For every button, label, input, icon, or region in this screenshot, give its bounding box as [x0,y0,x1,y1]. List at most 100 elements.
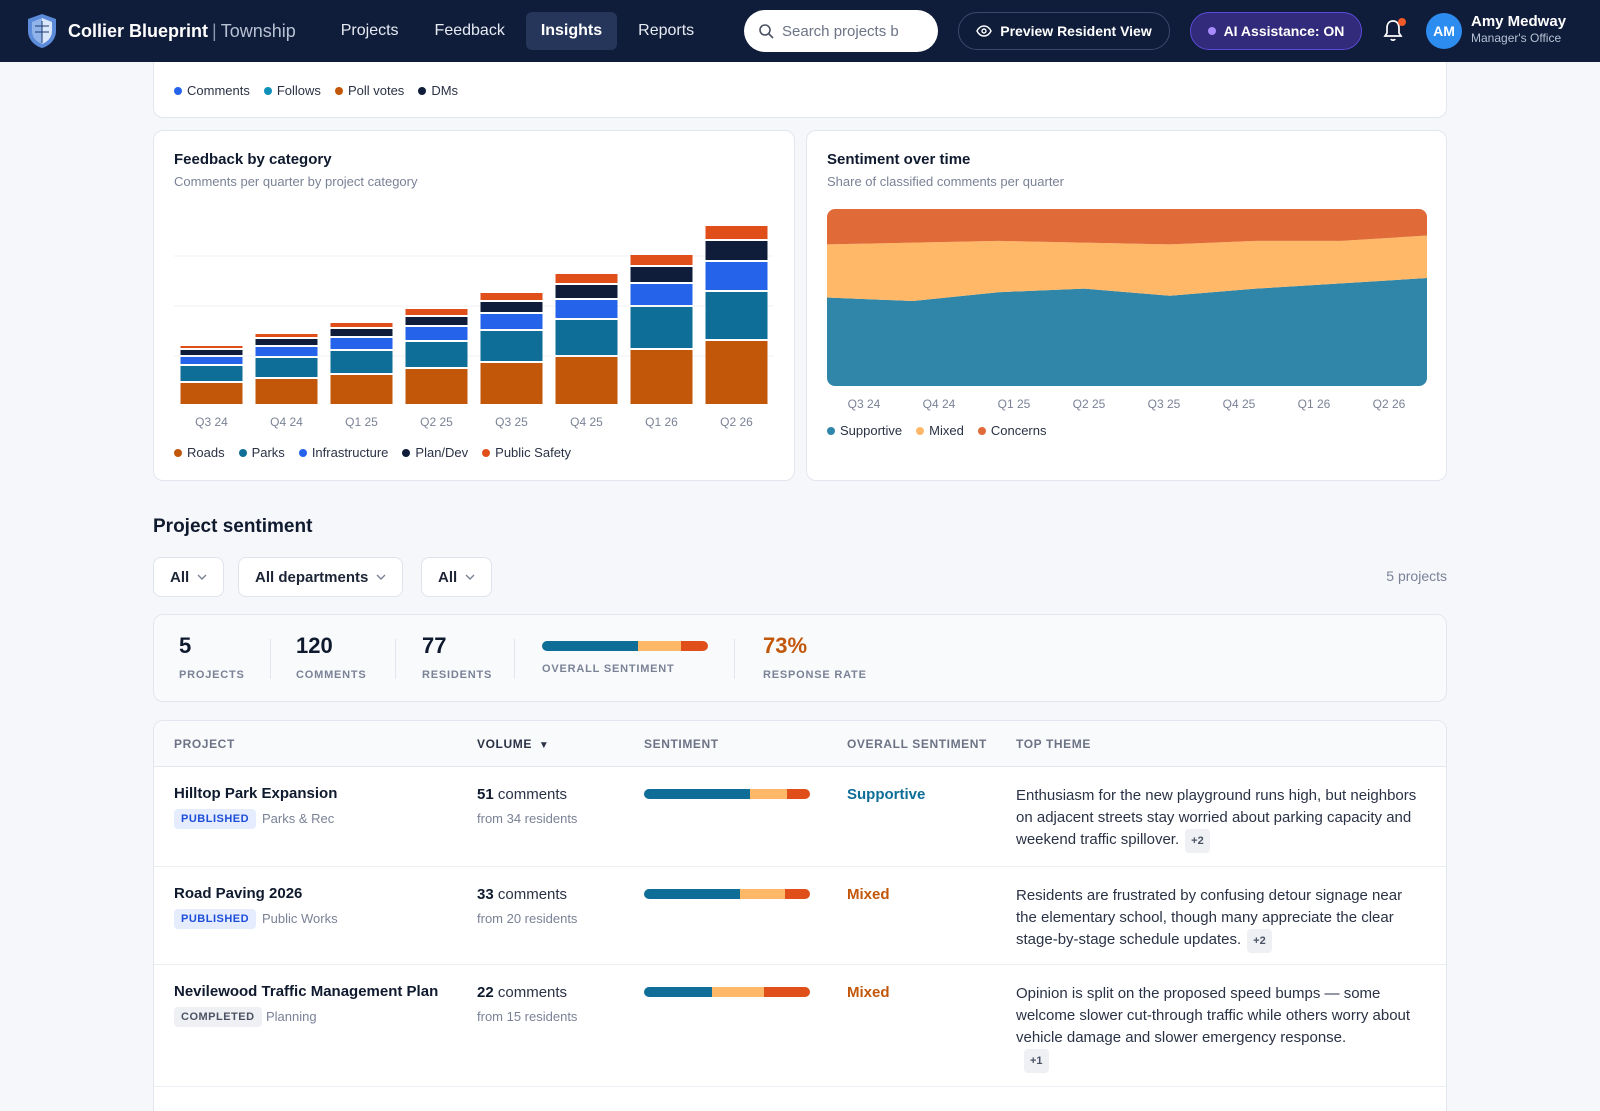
bar-segment-roads[interactable] [180,383,243,404]
bar-segment-parks[interactable] [405,342,468,367]
bar-segment-public-safety[interactable] [255,334,318,337]
area-supportive[interactable] [827,278,1427,386]
bar-segment-plan-dev[interactable] [480,302,543,312]
nav-link-feedback[interactable]: Feedback [434,22,505,39]
bar-segment-roads[interactable] [405,369,468,404]
preview-resident-view-button[interactable]: Preview Resident View [958,12,1170,50]
bar-segment-plan-dev[interactable] [630,267,693,282]
legend-item-mixed[interactable]: Mixed [916,423,964,438]
bar-segment-public-safety[interactable] [180,346,243,348]
bar-segment-infrastructure[interactable] [255,347,318,356]
legend-item-concerns[interactable]: Concerns [977,423,1046,438]
comment-volume: 51 comments [477,786,568,803]
brand-name: Collier Blueprint [68,20,209,41]
bar-segment-public-safety[interactable] [555,274,618,283]
bar-segment-infrastructure[interactable] [705,262,768,290]
bar-segment-infrastructure[interactable] [330,338,393,349]
status-badge: PUBLISHED [174,809,257,829]
bar-segment-roads[interactable] [330,375,393,404]
bar-segment-public-safety[interactable] [330,323,393,327]
ai-assistance-toggle[interactable]: AI Assistance: ON [1190,12,1362,50]
nav-link-insights[interactable]: Insights [525,12,618,50]
bar-segment-roads[interactable] [555,357,618,404]
legend-item-parks[interactable]: Parks [238,445,285,460]
bar-segment-plan-dev[interactable] [705,241,768,260]
more-themes-badge[interactable]: +2 [1185,829,1210,853]
overall-sentiment-label: Mixed [847,886,890,903]
bar-segment-parks[interactable] [180,366,243,381]
x-tick-label: Q2 25 [420,415,453,429]
table-row[interactable]: Hilltop Park Expansion PUBLISHED Parks &… [154,767,1446,867]
x-tick-label: Q4 25 [1223,397,1256,411]
chevron-down-icon [376,574,386,580]
bar-segment-infrastructure[interactable] [405,327,468,340]
bar-segment-public-safety[interactable] [705,226,768,239]
sentiment-area-chart: Q3 24 Q4 24 Q1 25 Q2 25 Q3 25 Q4 25 Q1 26 Q2 26 [827,209,1427,411]
bar-segment-parks[interactable] [630,307,693,348]
column-sentiment[interactable]: SENTIMENT [644,737,719,751]
more-themes-badge[interactable]: +2 [1247,929,1272,953]
project-name[interactable]: Road Paving 2026 [174,885,303,902]
sentiment-bar [644,789,810,799]
table-row[interactable]: Road Paving 2026 PUBLISHED Public Works … [154,867,1446,965]
bar-segment-roads[interactable] [480,363,543,404]
bar-segment-roads[interactable] [630,350,693,404]
legend-item-roads[interactable]: Roads [174,445,225,460]
brand-subtitle: Township [220,20,296,41]
legend-item-public-safety[interactable]: Public Safety [482,445,571,460]
project-name[interactable]: Nevilewood Traffic Management Plan [174,983,439,1000]
bar-segment-infrastructure[interactable] [480,314,543,329]
column-overall-sentiment[interactable]: OVERALL SENTIMENT [847,737,987,751]
project-name[interactable]: Hilltop Park Expansion [174,785,338,802]
resident-count: from 34 residents [477,811,578,826]
bar-segment-plan-dev[interactable] [330,329,393,336]
column-project[interactable]: PROJECT [174,737,235,751]
legend-item-plan-dev[interactable]: Plan/Dev [402,445,468,460]
chart-subtitle: Share of classified comments per quarter [827,174,1064,189]
avatar[interactable]: AM [1426,13,1462,49]
nav-link-reports[interactable]: Reports [638,22,695,39]
bar-segment-plan-dev[interactable] [180,350,243,355]
column-volume[interactable]: VOLUME ▼ [477,737,550,751]
notifications-button[interactable] [1382,18,1406,44]
more-themes-badge[interactable]: +1 [1024,1049,1049,1073]
bar-segment-parks[interactable] [255,358,318,377]
x-tick-label: Q3 24 [848,397,881,411]
notification-badge [1398,18,1406,26]
user-info[interactable]: Amy Medway Manager's Office [1471,13,1566,45]
brand[interactable]: Collier Blueprint | Township [26,13,296,49]
project-count: 5 projects [1386,568,1447,584]
bar-segment-roads[interactable] [705,341,768,404]
table-row[interactable]: Nevilewood Traffic Management Plan COMPL… [154,965,1446,1087]
nav-link-projects[interactable]: Projects [340,22,399,39]
area-mixed[interactable] [827,235,1427,302]
bar-segment-parks[interactable] [330,351,393,373]
bar-segment-parks[interactable] [555,320,618,355]
sentiment-filter[interactable]: All [421,557,493,597]
column-top-theme[interactable]: TOP THEME [1016,737,1091,751]
bar-segment-plan-dev[interactable] [555,285,618,298]
user-role: Manager's Office [1471,31,1562,45]
bar-segment-infrastructure[interactable] [630,284,693,305]
x-tick-label: Q3 25 [1148,397,1181,411]
bar-segment-parks[interactable] [480,331,543,361]
area-concerns[interactable] [827,209,1427,245]
status-filter[interactable]: All [153,557,225,597]
department-filter[interactable]: All departments [238,557,404,597]
bar-segment-infrastructure[interactable] [180,357,243,364]
search-input[interactable] [782,22,912,40]
bar-segment-public-safety[interactable] [630,255,693,265]
bar-segment-public-safety[interactable] [480,293,543,300]
sentiment-segment-mixed [712,987,764,997]
bar-segment-public-safety[interactable] [405,309,468,315]
bar-segment-infrastructure[interactable] [555,300,618,318]
legend-item-infrastructure[interactable]: Infrastructure [298,445,388,460]
bar-segment-roads[interactable] [255,379,318,404]
resident-count: from 15 residents [477,1009,578,1024]
bar-segment-plan-dev[interactable] [255,339,318,345]
bar-segment-plan-dev[interactable] [405,317,468,325]
legend-item-supportive[interactable]: Supportive [827,423,902,438]
legend-item-dms: DMs [418,83,458,98]
resident-count: from 20 residents [477,911,578,926]
bar-segment-parks[interactable] [705,292,768,339]
